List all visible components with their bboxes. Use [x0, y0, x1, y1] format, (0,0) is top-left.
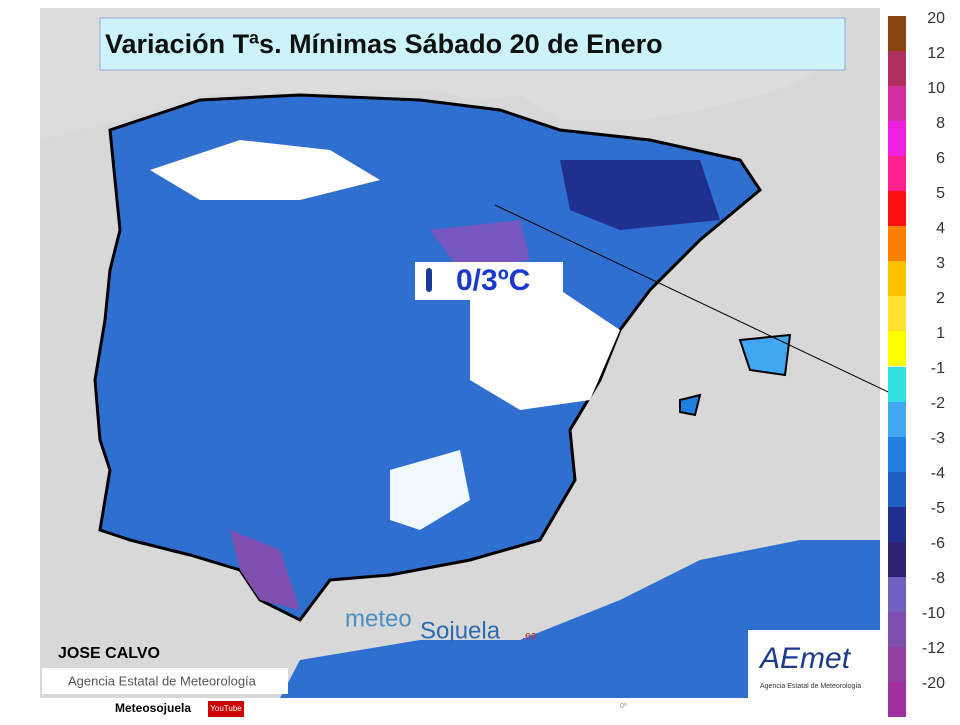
cold-zone [230, 530, 300, 610]
legend-label: -1 [931, 360, 945, 377]
cold-zone [430, 220, 530, 270]
legend-swatch [888, 612, 906, 647]
legend-swatch [888, 682, 906, 717]
footer-bar [0, 698, 260, 720]
brand-left: meteo [345, 605, 412, 632]
legend-swatch [888, 296, 906, 331]
legend-swatch [888, 156, 906, 191]
legend-label: 10 [927, 80, 945, 97]
youtube-box [208, 701, 244, 717]
legend-label: -20 [922, 675, 945, 692]
warm-zone [150, 140, 380, 200]
legend-swatch [888, 402, 906, 437]
legend-swatch [888, 331, 906, 366]
island [738, 333, 792, 377]
legend-label: 5 [936, 185, 945, 202]
legend-label: -6 [931, 535, 945, 552]
aemet-logo: AEmet [758, 642, 852, 675]
africa [280, 540, 880, 698]
brand-right: Sojuela [420, 617, 501, 644]
legend-swatch [888, 51, 906, 86]
callout-box [415, 262, 563, 300]
legend-swatch [888, 16, 906, 51]
legend-label: 12 [927, 45, 945, 62]
pointer-line [494, 204, 906, 401]
legend-label: 8 [936, 115, 945, 132]
island [679, 393, 702, 417]
aemet-box [748, 630, 880, 698]
footer-text: Meteosojuela [115, 701, 191, 715]
legend-swatch [888, 577, 906, 612]
legend-label: -3 [931, 430, 945, 447]
legend-label: 1 [936, 325, 945, 342]
legend-label: 2 [936, 290, 945, 307]
title: Variación Tªs. Mínimas Sábado 20 de Ener… [105, 29, 663, 59]
youtube-text: YouTube [210, 704, 242, 713]
iberia [93, 93, 762, 622]
legend-label: -4 [931, 465, 945, 482]
legend-swatch [888, 226, 906, 261]
author: JOSE CALVO [58, 645, 160, 662]
legend-label: 3 [936, 255, 945, 272]
legend-label: -8 [931, 570, 945, 587]
brand-suffix: .es [522, 630, 537, 642]
warm-zone [470, 290, 620, 410]
legend-swatch [888, 121, 906, 156]
legend-label: 6 [936, 150, 945, 167]
cold-zone [560, 160, 720, 230]
legend-swatch [888, 542, 906, 577]
legend-label: -12 [922, 640, 945, 657]
legend-label: 4 [936, 220, 945, 237]
callout-text: 0/3ºC [456, 264, 530, 297]
title-box [99, 17, 846, 71]
warm-zone [390, 450, 470, 530]
legend-swatch [888, 472, 906, 507]
legend-label: -2 [931, 395, 945, 412]
legend-swatch [888, 507, 906, 542]
source-box [42, 668, 288, 694]
source: Agencia Estatal de Meteorología [68, 673, 257, 688]
legend-label: 20 [927, 10, 945, 27]
legend-swatch [888, 647, 906, 682]
legend-swatch [888, 261, 906, 296]
scale-mark: 0º [620, 703, 627, 710]
legend-swatch [888, 191, 906, 226]
legend-label: -10 [922, 605, 945, 622]
legend-swatch [888, 367, 906, 402]
thermometer-icon [426, 268, 432, 292]
legend-label: -5 [931, 500, 945, 517]
aemet-sub: Agencia Estatal de Meteorología [760, 683, 861, 690]
legend-swatch [888, 86, 906, 121]
legend-swatch [888, 437, 906, 472]
